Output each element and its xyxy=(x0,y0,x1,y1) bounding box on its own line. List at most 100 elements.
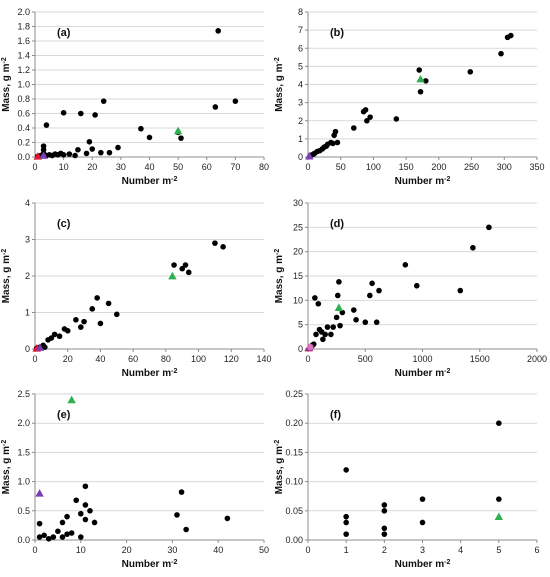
data-point-e xyxy=(183,526,189,533)
ytick-label-a: 0.6 xyxy=(17,109,30,119)
data-point-b xyxy=(332,128,339,135)
ytick-label-b: 2 xyxy=(298,116,303,126)
data-point-d xyxy=(312,295,318,301)
xtick-label-c: 80 xyxy=(161,354,171,364)
xtick-label-e: 20 xyxy=(122,545,132,555)
xtick-label-e: 40 xyxy=(213,545,223,555)
data-point-a xyxy=(115,144,121,151)
xtick-label-a: 30 xyxy=(116,162,126,172)
data-point-a xyxy=(66,151,73,157)
data-point-e xyxy=(87,508,93,514)
data-point-c xyxy=(64,327,71,334)
ytick-label-a: 1.8 xyxy=(17,22,30,32)
ytick-label-a: 0.0 xyxy=(17,152,30,162)
data-point-d xyxy=(324,324,331,330)
data-point-f xyxy=(419,496,426,502)
ytick-label-b: 7 xyxy=(298,25,303,35)
panel-a: 0.0 0.2 0.4 0.6 0.8 1.0 1.2 1.4 1.6 1.8 2.0 0 10 20 30… xyxy=(1,7,270,187)
xtick-label-e: 0 xyxy=(32,545,37,555)
data-point-f xyxy=(343,519,349,526)
purple-triangle-marker-c xyxy=(35,343,45,351)
xtick-label-d: 1500 xyxy=(470,354,490,364)
data-point-e xyxy=(45,536,52,542)
x-axis-label-a: Number m-2 xyxy=(122,176,178,188)
data-point-a xyxy=(43,122,50,128)
panel-label-e: (e) xyxy=(57,409,71,421)
data-point-d xyxy=(470,244,476,251)
x-axis-label-b: Number m-2 xyxy=(395,176,451,188)
y-axis-label-b: Mass, g m-2 xyxy=(274,57,286,112)
panel-label-d: (d) xyxy=(330,218,344,230)
data-point-b xyxy=(367,114,373,120)
ytick-label-c: 2 xyxy=(25,271,30,281)
ytick-label-e: 1.5 xyxy=(17,447,30,457)
xtick-label-d: 0 xyxy=(305,354,310,364)
data-point-a xyxy=(215,28,221,34)
data-point-d xyxy=(486,224,492,231)
ytick-label-a: 0.2 xyxy=(17,138,30,148)
xtick-label-a: 20 xyxy=(87,162,97,172)
data-point-a xyxy=(75,146,81,153)
data-point-a xyxy=(178,135,184,141)
ytick-label-c: 0 xyxy=(25,344,30,354)
xtick-label-c: 100 xyxy=(191,354,206,364)
data-point-d xyxy=(369,280,375,287)
xtick-label-b: 150 xyxy=(399,162,414,172)
data-point-f xyxy=(496,496,502,502)
xtick-label-a: 50 xyxy=(173,162,183,172)
xtick-label-f: 5 xyxy=(496,545,501,555)
panel-label-a: (a) xyxy=(57,27,71,39)
data-point-b xyxy=(498,50,504,57)
y-axis-label-a: Mass, g m-2 xyxy=(1,57,13,112)
data-point-d xyxy=(328,331,334,338)
ytick-label-c: 3 xyxy=(25,235,30,245)
green-triangle-marker-c xyxy=(168,271,177,280)
data-point-d xyxy=(322,331,328,338)
data-point-c xyxy=(171,262,177,268)
data-point-a xyxy=(40,143,47,149)
ytick-label-a: 0.8 xyxy=(17,94,30,104)
xtick-label-b: 350 xyxy=(529,162,544,172)
data-point-e xyxy=(36,534,43,540)
xtick-label-e: 10 xyxy=(76,545,86,555)
data-point-c xyxy=(48,335,55,341)
data-point-c xyxy=(212,240,218,246)
data-point-e xyxy=(68,530,75,536)
data-point-e xyxy=(64,531,70,537)
data-point-c xyxy=(81,318,87,325)
xtick-label-b: 100 xyxy=(366,162,381,172)
purple-triangle-marker-b xyxy=(305,151,314,160)
data-point-d xyxy=(334,292,341,299)
data-point-f xyxy=(419,519,426,526)
data-point-b xyxy=(351,125,357,131)
data-point-c xyxy=(73,317,79,323)
ytick-label-d: 15 xyxy=(293,271,303,281)
pink-circle-marker-d xyxy=(307,343,314,351)
xtick-label-c: 120 xyxy=(224,354,239,364)
ytick-label-f: 0.20 xyxy=(285,418,303,428)
data-point-b xyxy=(417,88,424,95)
data-point-b xyxy=(393,116,400,122)
ytick-label-e: 2.5 xyxy=(17,389,30,399)
data-point-d xyxy=(457,287,464,294)
data-point-c xyxy=(179,265,186,272)
xtick-label-b: 250 xyxy=(464,162,479,172)
y-axis-label-f: Mass, g m-2 xyxy=(274,440,286,495)
data-point-b xyxy=(508,32,514,39)
data-point-f xyxy=(496,420,502,427)
xtick-label-a: 10 xyxy=(59,162,69,172)
data-point-d xyxy=(339,309,346,316)
data-point-e xyxy=(50,534,57,540)
xtick-label-d: 500 xyxy=(358,354,373,364)
data-point-c xyxy=(56,333,63,340)
data-point-a xyxy=(100,98,107,104)
x-axis-label-f: Number m-2 xyxy=(395,559,451,571)
xtick-label-a: 80 xyxy=(259,162,269,172)
data-point-d xyxy=(333,314,340,321)
purple-triangle-marker-e xyxy=(35,489,44,497)
data-point-b xyxy=(467,69,474,75)
ytick-label-a: 0.4 xyxy=(17,123,30,133)
panel-label-c: (c) xyxy=(57,218,71,230)
data-point-f xyxy=(343,467,349,473)
ytick-label-b: 5 xyxy=(298,61,303,71)
